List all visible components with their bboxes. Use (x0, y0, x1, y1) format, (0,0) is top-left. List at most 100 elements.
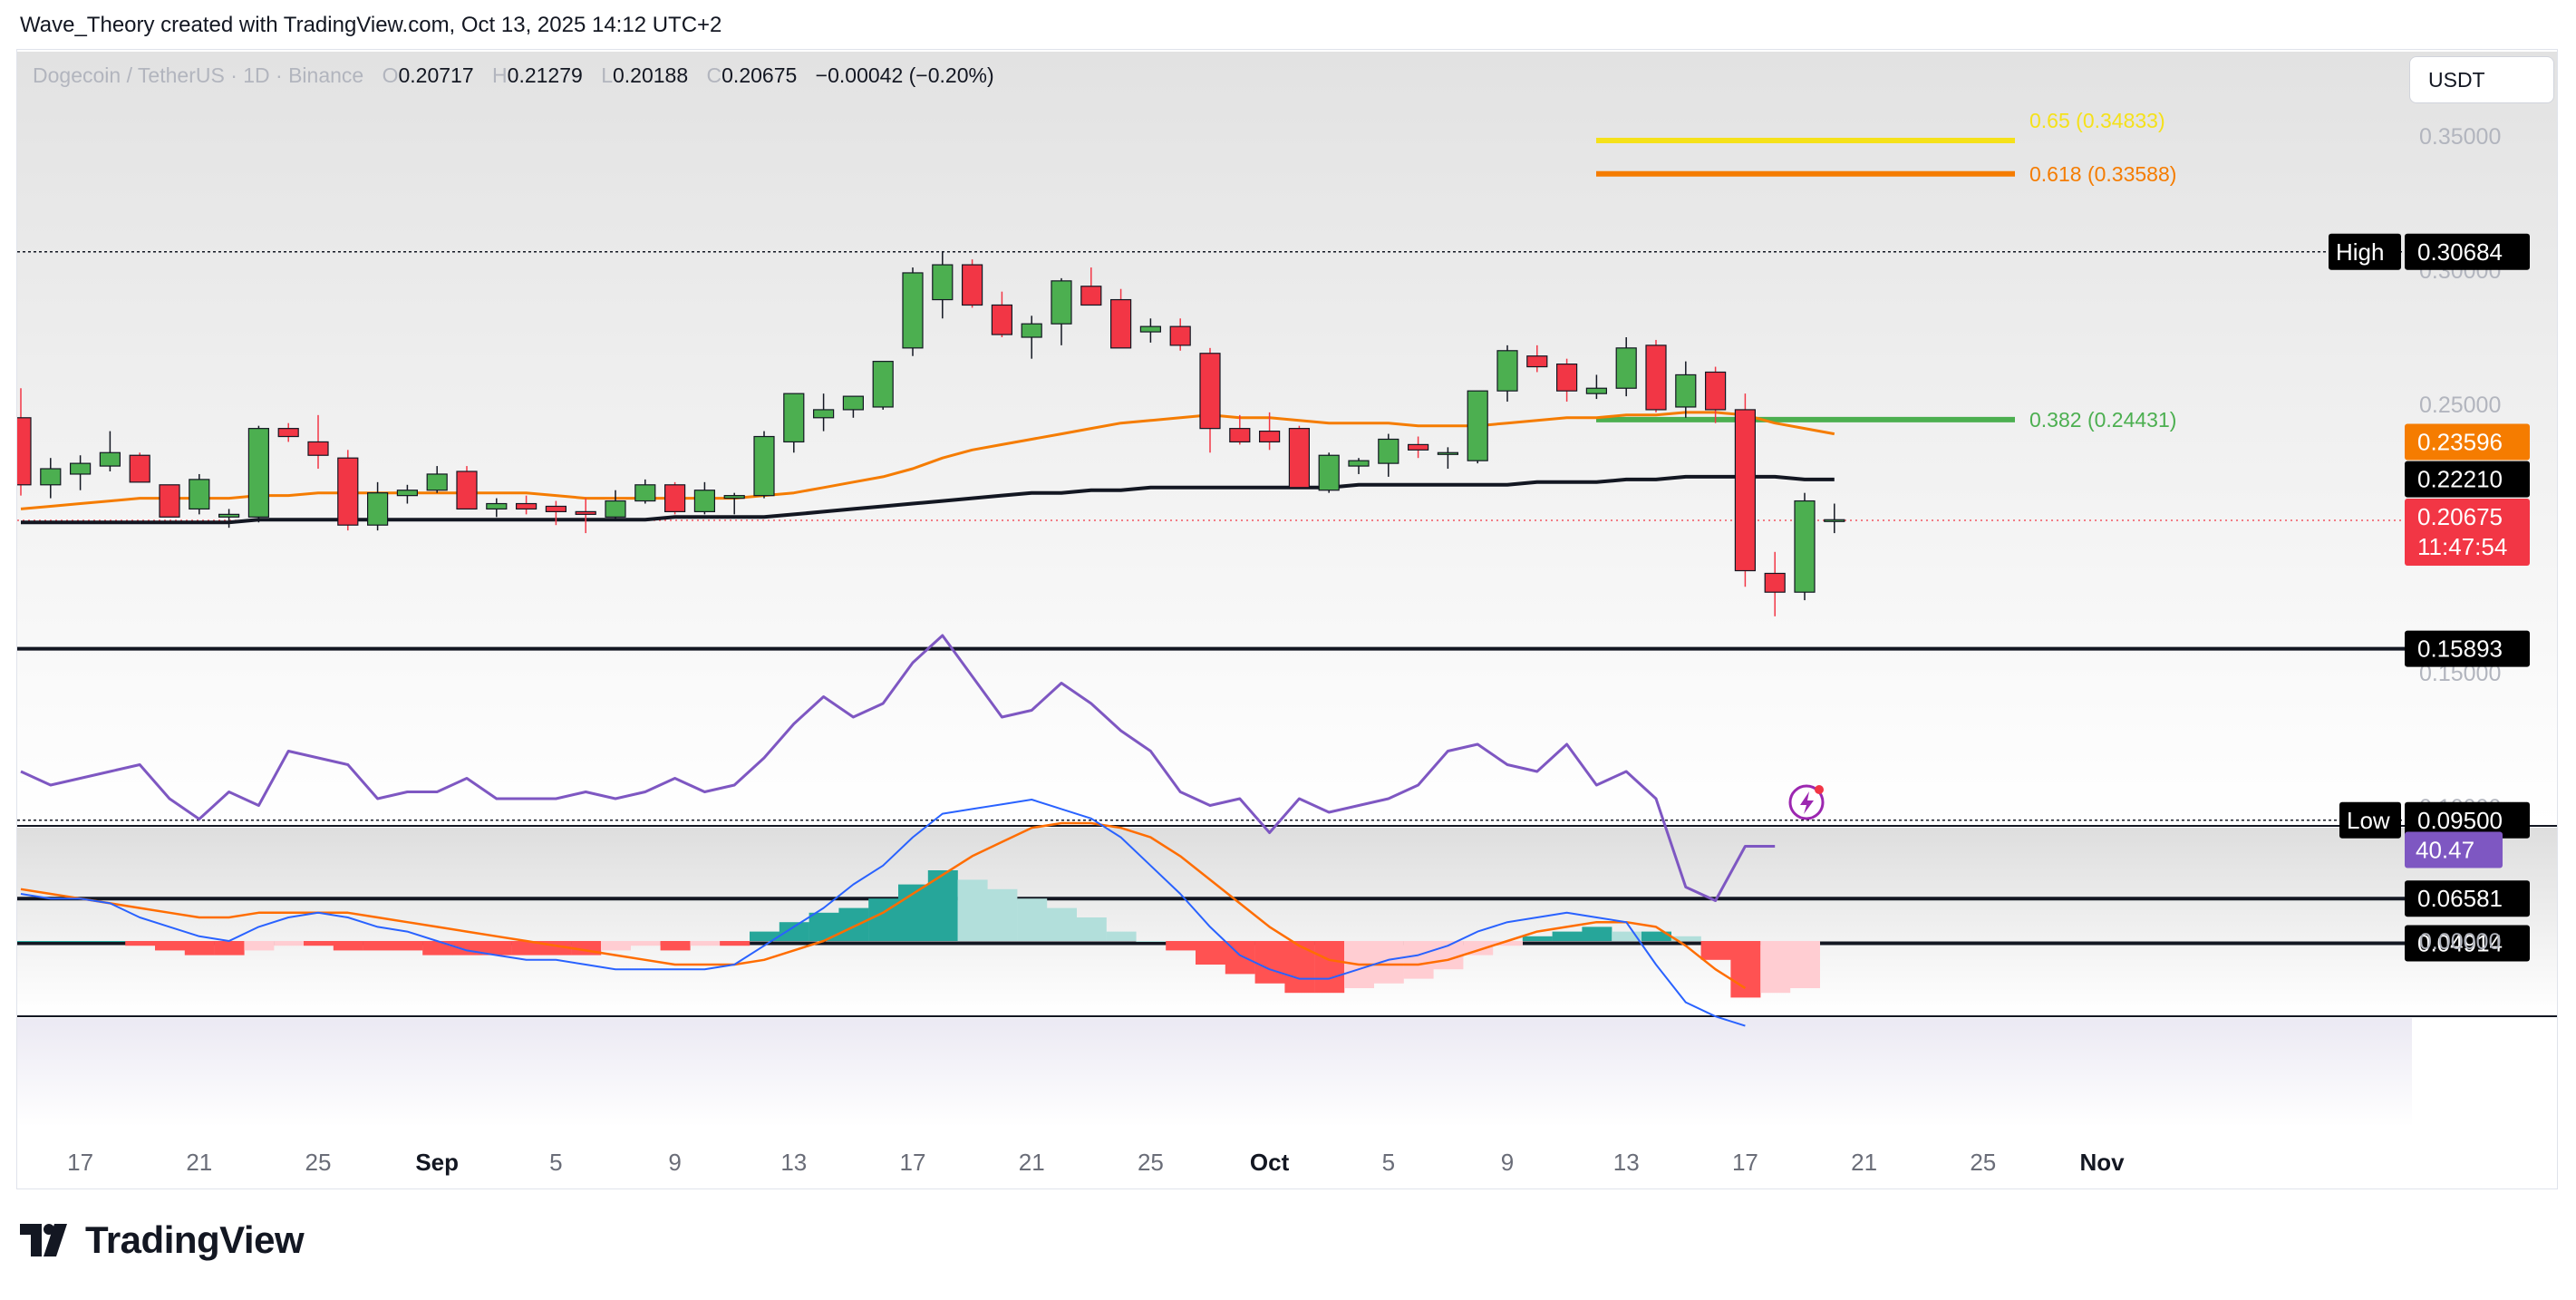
macd-histogram-bar (333, 941, 363, 951)
header-credit: Wave_Theory created with TradingView.com… (20, 13, 722, 37)
macd-histogram-bar (1136, 941, 1167, 942)
macd-histogram-bar (1612, 931, 1642, 941)
level-tag-value: 0.30684 (2417, 238, 2503, 266)
price-tag-value: 0.22210 (2417, 466, 2503, 493)
macd-histogram-bar (660, 941, 691, 951)
candle-body (1585, 387, 1608, 394)
candle-body (1199, 353, 1221, 430)
symbol-name[interactable]: Dogecoin / TetherUS · 1D · Binance (33, 63, 364, 87)
currency-button[interactable]: USDT (2409, 56, 2554, 103)
candle-body (1555, 364, 1578, 392)
candle-body (545, 505, 567, 512)
price-tag-bg (2405, 499, 2530, 567)
tradingview-logo[interactable]: TradingView (20, 1218, 305, 1262)
high-key: H (492, 63, 508, 87)
macd-histogram-bar (1314, 941, 1345, 994)
macd-histogram-bar (987, 888, 1018, 941)
candle-body (1258, 431, 1281, 443)
macd-histogram-bar (1166, 941, 1196, 951)
macd-histogram-bar (244, 941, 275, 951)
rsi-tag-value: 40.47 (2416, 836, 2474, 863)
candle-body (783, 393, 805, 443)
low-value: 0.20188 (612, 63, 689, 87)
macd-histogram-bar (838, 907, 869, 941)
x-axis-tick: 25 (1970, 1149, 1996, 1176)
candle-body (693, 490, 716, 512)
candle-body (69, 462, 92, 475)
macd-line (20, 799, 1746, 1027)
macd-histogram-bar (125, 941, 156, 946)
candle-body (1109, 298, 1132, 349)
price-tag-bg (2405, 423, 2530, 461)
macd-histogram-bar (1106, 931, 1137, 941)
macd-histogram-bar (1552, 931, 1583, 941)
ema-fast-line (20, 411, 1835, 510)
candle-body (634, 484, 656, 502)
level-label-bg (2329, 233, 2401, 270)
low-key: L (601, 63, 613, 87)
candle-body (277, 428, 299, 438)
lightning-icon (1788, 784, 1825, 820)
macd-histogram-bar (304, 941, 334, 946)
level-tag-value: 0.06581 (2417, 885, 2503, 912)
macd-histogram-bar (1700, 941, 1731, 960)
macd-histogram-bar (1196, 941, 1225, 965)
candle-body (40, 468, 62, 486)
tradingview-logo-icon (20, 1224, 67, 1256)
x-axis-tick: Nov (2079, 1149, 2125, 1176)
macd-histogram-bar (35, 941, 66, 942)
macd-histogram-bar (1671, 936, 1701, 941)
candle-body (515, 502, 537, 510)
close-value: 0.20675 (721, 63, 798, 87)
candle-body (218, 513, 240, 518)
macd-histogram-bar (1403, 941, 1434, 979)
price-tag-value: 0.20675 (2417, 503, 2503, 530)
macd-histogram-bar (511, 941, 542, 956)
candle-body (1794, 500, 1816, 593)
price-tag-value: 0.23596 (2417, 429, 2503, 456)
macd-histogram-bar (779, 922, 809, 941)
level-tag-bg (2405, 880, 2530, 917)
high-value: 0.21279 (507, 63, 583, 87)
x-axis-tick: 21 (186, 1149, 212, 1176)
macd-histogram-bar (1790, 941, 1820, 988)
macd-axis-tick: 0.00000 (2419, 929, 2501, 955)
candle-body (1080, 286, 1102, 306)
rsi-line (20, 634, 1776, 902)
candle-body (1645, 344, 1667, 411)
level-tag-value: 0.04914 (2417, 930, 2503, 957)
macd-histogram-bar (363, 941, 393, 951)
level-label-bg (2339, 801, 2401, 839)
level-tag-value: 0.15893 (2417, 635, 2503, 663)
macd-histogram-bar (690, 941, 721, 946)
chart-svg[interactable]: 0.350000.300000.250000.200000.150000.100… (17, 50, 2559, 1190)
candle-body (1169, 325, 1191, 346)
candle-body (1437, 451, 1459, 455)
macd-histogram-bar (274, 941, 305, 946)
macd-histogram-bar (1582, 926, 1612, 941)
macd-histogram-bar (1760, 941, 1791, 994)
candle-body (396, 490, 418, 497)
chart-frame[interactable]: 0.350000.300000.250000.200000.150000.100… (16, 49, 2558, 1189)
candle-body (307, 441, 329, 456)
candle-body (663, 484, 686, 512)
candle-body (605, 500, 626, 518)
candle-body (1407, 443, 1429, 451)
candle-body (1764, 572, 1786, 593)
candle-body (932, 264, 954, 301)
candle-body (812, 409, 835, 419)
macd-histogram-bar (214, 941, 245, 956)
candle-body (1615, 347, 1637, 389)
candle-body (902, 272, 924, 349)
candle-body (337, 457, 359, 526)
x-axis-tick: 9 (668, 1149, 681, 1176)
symbol-legend[interactable]: Dogecoin / TetherUS · 1D · Binance O0.20… (33, 63, 994, 88)
rsi-tag-bg (2405, 831, 2503, 868)
macd-histogram-bar (601, 941, 631, 951)
candle-body (1229, 428, 1251, 443)
macd-histogram-bar (155, 941, 185, 951)
candle-body (1348, 460, 1370, 467)
candle-body (723, 495, 745, 500)
macd-histogram-bar (630, 941, 661, 946)
candle-body (1021, 323, 1042, 338)
